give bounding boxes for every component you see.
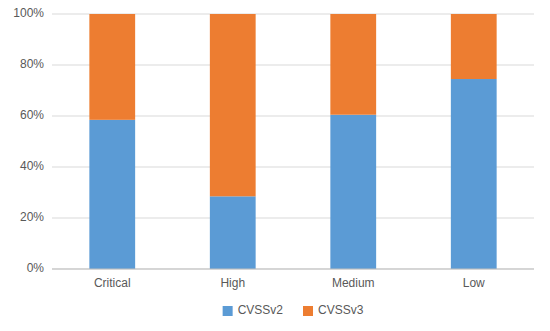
bar: [210, 14, 256, 196]
legend-label: CVSSv3: [318, 303, 364, 317]
x-tick-label: Medium: [332, 276, 375, 290]
bar: [89, 120, 135, 269]
x-tick-label: Critical: [94, 276, 131, 290]
bar: [330, 115, 376, 269]
x-tick-label: Low: [463, 276, 485, 290]
chart-container: 0% 20% 40% 60% 80% 100% Critical High Medium Low C…: [0, 0, 550, 331]
legend-swatch: [223, 306, 233, 316]
bar: [451, 14, 497, 79]
legend-label: CVSSv2: [238, 303, 284, 317]
bar: [330, 14, 376, 115]
legend-swatch: [303, 306, 313, 316]
legend-item: CVSSv3: [303, 303, 364, 317]
legend: CVSSv2 CVSSv3: [223, 303, 364, 317]
y-tick-label: 80%: [20, 57, 44, 71]
x-axis: [52, 269, 534, 270]
bar: [210, 196, 256, 269]
x-tick-label: High: [220, 276, 245, 290]
y-tick-label: 20%: [20, 210, 44, 224]
bars: [89, 14, 496, 269]
chart: 0% 20% 40% 60% 80% 100% Critical High Medium Low C…: [0, 0, 550, 331]
y-tick-label: 0%: [27, 261, 45, 275]
y-tick-label: 100%: [13, 6, 44, 20]
bar: [451, 79, 497, 269]
bar: [89, 14, 135, 120]
y-tick-label: 40%: [20, 159, 44, 173]
grid-line: [52, 269, 534, 270]
legend-item: CVSSv2: [223, 303, 284, 317]
y-tick-label: 60%: [20, 108, 44, 122]
